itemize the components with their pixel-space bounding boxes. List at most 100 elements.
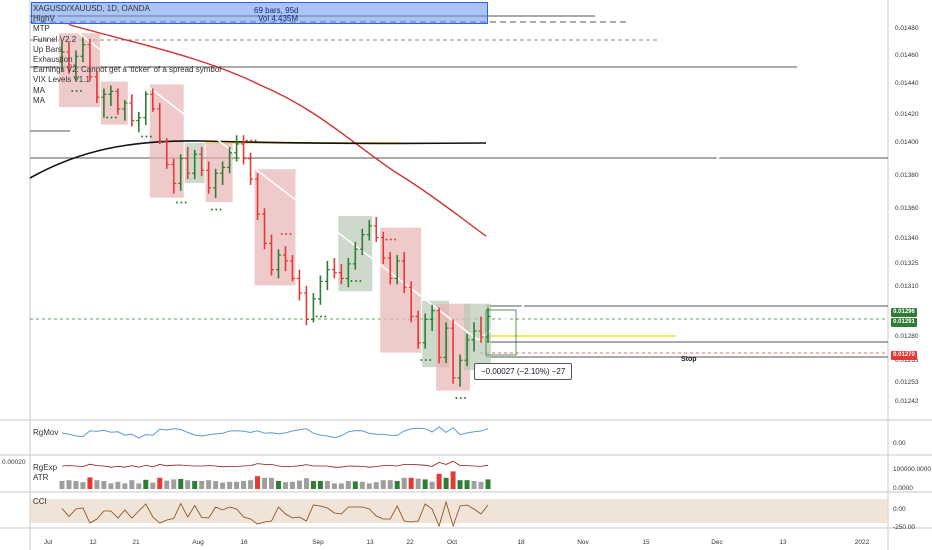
- rgexp-bar: [282, 482, 288, 489]
- signal-zone: [59, 33, 100, 108]
- pane-label-rgmov: RgMov: [33, 428, 59, 437]
- rgexp-axis-label: 0.0000: [893, 485, 913, 492]
- price-tag: 0.01270: [891, 351, 917, 360]
- rgexp-bar: [345, 481, 351, 489]
- signal-dots: • • •: [71, 89, 83, 96]
- rgexp-bar: [366, 483, 372, 489]
- rgexp-bar: [129, 480, 135, 489]
- moving-average-red: [59, 21, 487, 237]
- rgexp-bar: [303, 478, 309, 489]
- rgexp-bar: [471, 481, 477, 489]
- price-tag: 0.01291: [891, 318, 917, 327]
- rgexp-bar: [66, 480, 72, 489]
- x-tick-label: 21: [132, 539, 140, 546]
- signal-dots: • • •: [141, 134, 153, 141]
- rgexp-line: [61, 460, 489, 468]
- signal-zone: [254, 169, 296, 286]
- rgexp-bar: [359, 481, 365, 489]
- cci-axis-label: 0.00: [893, 506, 906, 513]
- x-tick-label: Jul: [44, 539, 53, 546]
- rgexp-bar: [59, 481, 65, 489]
- x-tick-label: 13: [366, 539, 374, 546]
- volume-label: Vol 4.435M: [258, 14, 299, 23]
- rgmov-line: [61, 426, 489, 439]
- y-tick-label: 0.01420: [895, 111, 919, 118]
- x-tick-label: 2022: [855, 539, 870, 546]
- rgexp-bar: [192, 481, 198, 489]
- signal-dots: • • •: [176, 200, 188, 207]
- rgexp-bar: [401, 477, 407, 489]
- y-tick-label: 0.01460: [895, 52, 919, 59]
- rgexp-bar: [450, 471, 456, 489]
- y-tick-label: 0.01340: [895, 235, 919, 242]
- rgexp-bar: [387, 480, 393, 489]
- rgexp-bar: [324, 481, 330, 489]
- selection-box[interactable]: 69 bars, 95d Vol 4.435M: [31, 2, 488, 24]
- signal-zone: [100, 81, 128, 125]
- rgexp-bar: [87, 477, 93, 489]
- rgexp-bar: [227, 481, 233, 489]
- legend-line: MTP: [33, 24, 50, 34]
- rgexp-bar: [443, 477, 449, 489]
- x-tick-label: 18: [517, 539, 525, 546]
- rgexp-bar: [275, 481, 281, 489]
- rgexp-bar: [464, 480, 470, 489]
- signal-dots: • • •: [385, 237, 397, 244]
- legend-line: Up Bars: [33, 44, 62, 54]
- rgexp-bar: [255, 476, 261, 489]
- x-tick-label: 12: [89, 539, 97, 546]
- rgexp-bar: [415, 478, 421, 489]
- x-tick-label: 16: [240, 539, 248, 546]
- y-tick-label: 0.01325: [895, 260, 919, 267]
- signal-dots: • • •: [315, 314, 327, 321]
- rgexp-bar: [478, 481, 484, 489]
- signal-dots: • • •: [246, 138, 258, 145]
- y-tick-label: 0.01360: [895, 205, 919, 212]
- rgexp-bar: [73, 481, 79, 489]
- rgexp-bar: [94, 480, 100, 489]
- rgexp-bar: [157, 477, 163, 489]
- price-tag: 0.01296: [891, 308, 917, 317]
- rgexp-bar: [457, 480, 463, 489]
- rgexp-bar: [101, 481, 107, 489]
- rgexp-bar: [289, 481, 295, 489]
- rgexp-bar: [408, 477, 414, 489]
- rgexp-bar: [220, 482, 226, 489]
- rgexp-bar: [178, 479, 184, 489]
- rgexp-bar: [115, 481, 121, 489]
- pane-label-atr: ATR: [33, 473, 49, 482]
- cci-band: [30, 499, 888, 523]
- rgexp-bar: [164, 480, 170, 489]
- legend-line: VIX Levels V1.1: [33, 75, 90, 85]
- moving-average-black: [29, 140, 487, 179]
- x-tick-label: Nov: [577, 539, 589, 546]
- rgexp-bar: [108, 483, 114, 489]
- rgexp-bar: [296, 480, 302, 489]
- rgexp-bar: [143, 479, 149, 489]
- rgexp-bar: [269, 477, 275, 489]
- rgexp-bar: [352, 481, 358, 489]
- legend-line: MA: [33, 95, 45, 105]
- signal-dots: • • •: [420, 358, 432, 365]
- rgexp-left-label: 0.00020: [2, 459, 26, 466]
- y-tick-label: 0.01380: [895, 172, 919, 179]
- legend-line: XAGUSD/XAUUSD, 1D, OANDA: [33, 4, 150, 13]
- trend-line: [54, 14, 479, 341]
- rgmov-axis-label: 0.00: [893, 440, 906, 447]
- signal-dots: • • •: [106, 115, 118, 122]
- legend-line: HighV: [33, 14, 55, 24]
- signal-dots: • • •: [280, 231, 292, 238]
- signal-dots: • • •: [455, 396, 467, 403]
- y-tick-label: 0.01265: [895, 357, 919, 364]
- legend-line: Funnel V2.2: [33, 34, 77, 44]
- rgexp-bar: [262, 477, 268, 489]
- rgexp-bar: [380, 480, 386, 489]
- legend-line: Earnings V2: Cannot get a 'ticker' of a …: [33, 65, 222, 75]
- rgexp-bar: [241, 481, 247, 489]
- x-tick-label: Dec: [711, 539, 723, 546]
- rgexp-bar: [310, 481, 316, 489]
- y-tick-label: 0.01400: [895, 139, 919, 146]
- x-tick-label: Oct: [447, 539, 457, 546]
- rgexp-bar: [206, 480, 212, 489]
